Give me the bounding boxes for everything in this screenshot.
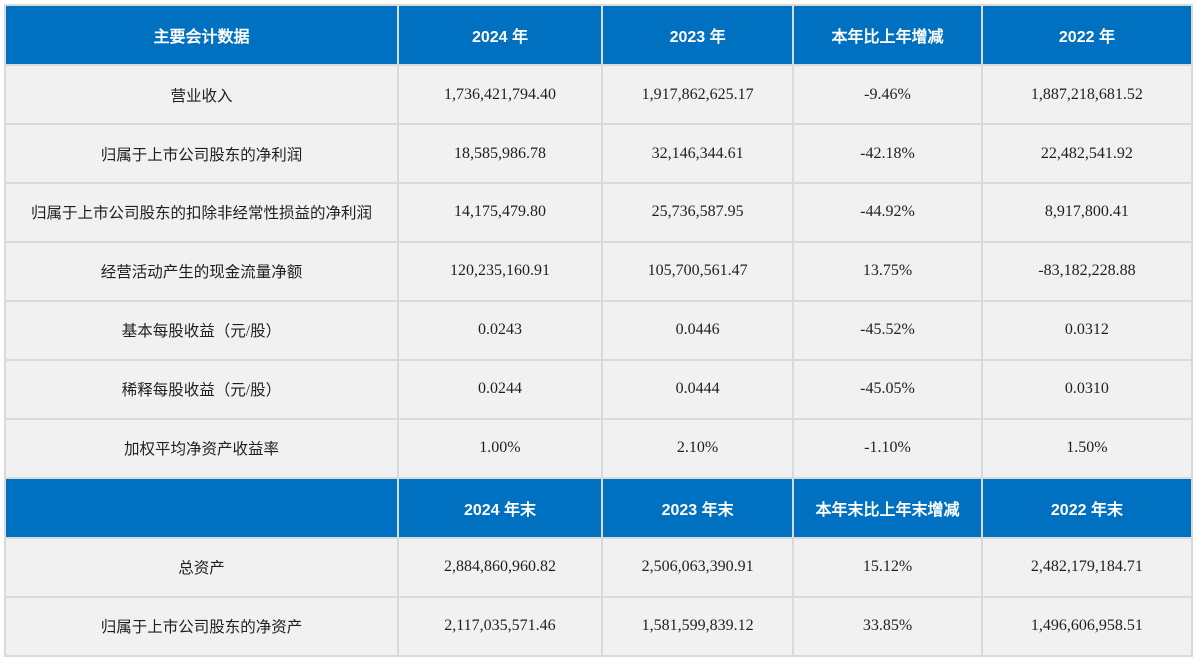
table-row-weighted-avg-roe: 加权平均净资产收益率 1.00% 2.10% -1.10% 1.50% — [4, 417, 1194, 479]
cell-value-2023-end: 1,581,599,839.12 — [601, 595, 795, 658]
cell-value-2022-end: 2,482,179,184.71 — [980, 536, 1194, 598]
cell-value-2022: 22,482,541.92 — [980, 123, 1194, 184]
cell-value-yoy-change: 13.75% — [792, 240, 983, 302]
row-label: 基本每股收益（元/股） — [4, 299, 399, 361]
cell-value-2022: 0.0310 — [980, 358, 1194, 420]
row-label: 总资产 — [4, 536, 399, 598]
row-label: 经营活动产生的现金流量净额 — [4, 240, 399, 302]
cell-value-2024: 120,235,160.91 — [396, 240, 604, 302]
cell-value-2022: 0.0312 — [980, 299, 1194, 361]
column-header-2022: 2022 年 — [980, 3, 1194, 67]
cell-value-2023: 0.0446 — [601, 299, 795, 361]
table-row-net-profit-excl-nonrecurring: 归属于上市公司股东的扣除非经常性损益的净利润 14,175,479.80 25,… — [4, 182, 1194, 243]
financial-summary-table: 主要会计数据 2024 年 2023 年 本年比上年增减 2022 年 营业收入… — [4, 3, 1194, 658]
cell-value-yoy-change: -45.05% — [792, 358, 983, 420]
cell-value-2022: -83,182,228.88 — [980, 240, 1194, 302]
column-header-2024-year-end: 2024 年末 — [396, 476, 604, 539]
table-row-total-assets: 总资产 2,884,860,960.82 2,506,063,390.91 15… — [4, 536, 1194, 598]
annual-header-row: 主要会计数据 2024 年 2023 年 本年比上年增减 2022 年 — [4, 3, 1194, 67]
row-label: 稀释每股收益（元/股） — [4, 358, 399, 420]
cell-value-2024: 0.0244 — [396, 358, 604, 420]
cell-value-2023: 105,700,561.47 — [601, 240, 795, 302]
cell-value-2022: 1.50% — [980, 417, 1194, 479]
cell-value-yoy-change: -9.46% — [792, 64, 983, 126]
cell-value-2024-end: 2,117,035,571.46 — [396, 595, 604, 658]
cell-value-2023: 0.0444 — [601, 358, 795, 420]
cell-value-yoy-change: -42.18% — [792, 123, 983, 184]
cell-value-year-end-change: 15.12% — [792, 536, 983, 598]
cell-value-yoy-change: -45.52% — [792, 299, 983, 361]
row-label: 加权平均净资产收益率 — [4, 417, 399, 479]
cell-value-2024-end: 2,884,860,960.82 — [396, 536, 604, 598]
column-header-main-accounting-data: 主要会计数据 — [4, 3, 399, 67]
year-end-header-row: 2024 年末 2023 年末 本年末比上年末增减 2022 年末 — [4, 476, 1194, 539]
cell-value-yoy-change: -44.92% — [792, 182, 983, 243]
column-header-2023-year-end: 2023 年末 — [601, 476, 795, 539]
table-row-net-assets-attributable: 归属于上市公司股东的净资产 2,117,035,571.46 1,581,599… — [4, 595, 1194, 658]
cell-value-2024: 18,585,986.78 — [396, 123, 604, 184]
column-header-2024: 2024 年 — [396, 3, 604, 67]
cell-value-2024: 1.00% — [396, 417, 604, 479]
cell-value-2022-end: 1,496,606,958.51 — [980, 595, 1194, 658]
cell-value-2023: 2.10% — [601, 417, 795, 479]
cell-value-2023: 1,917,862,625.17 — [601, 64, 795, 126]
table-row-operating-cash-flow: 经营活动产生的现金流量净额 120,235,160.91 105,700,561… — [4, 240, 1194, 302]
column-header-2023: 2023 年 — [601, 3, 795, 67]
column-header-2022-year-end: 2022 年末 — [980, 476, 1194, 539]
cell-value-2024: 14,175,479.80 — [396, 182, 604, 243]
row-label: 归属于上市公司股东的净资产 — [4, 595, 399, 658]
cell-value-2022: 8,917,800.41 — [980, 182, 1194, 243]
cell-value-2024: 1,736,421,794.40 — [396, 64, 604, 126]
cell-value-2023-end: 2,506,063,390.91 — [601, 536, 795, 598]
table-row-net-profit-attributable: 归属于上市公司股东的净利润 18,585,986.78 32,146,344.6… — [4, 123, 1194, 184]
cell-value-year-end-change: 33.85% — [792, 595, 983, 658]
cell-value-2023: 32,146,344.61 — [601, 123, 795, 184]
column-header-year-end-change: 本年末比上年末增减 — [792, 476, 983, 539]
row-label: 营业收入 — [4, 64, 399, 126]
cell-value-2022: 1,887,218,681.52 — [980, 64, 1194, 126]
column-header-blank — [4, 476, 399, 539]
table-row-operating-revenue: 营业收入 1,736,421,794.40 1,917,862,625.17 -… — [4, 64, 1194, 126]
row-label: 归属于上市公司股东的扣除非经常性损益的净利润 — [4, 182, 399, 243]
cell-value-yoy-change: -1.10% — [792, 417, 983, 479]
table-row-diluted-eps: 稀释每股收益（元/股） 0.0244 0.0444 -45.05% 0.0310 — [4, 358, 1194, 420]
row-label: 归属于上市公司股东的净利润 — [4, 123, 399, 184]
column-header-yoy-change: 本年比上年增减 — [792, 3, 983, 67]
table-row-basic-eps: 基本每股收益（元/股） 0.0243 0.0446 -45.52% 0.0312 — [4, 299, 1194, 361]
cell-value-2024: 0.0243 — [396, 299, 604, 361]
cell-value-2023: 25,736,587.95 — [601, 182, 795, 243]
